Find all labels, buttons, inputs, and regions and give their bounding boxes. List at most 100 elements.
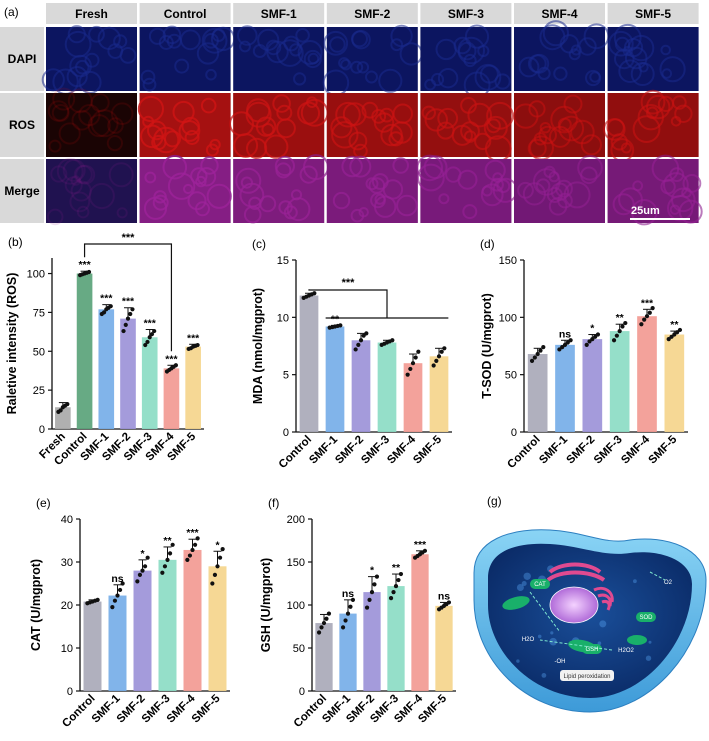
data-point [190,547,195,553]
bar [163,368,180,429]
data-point [364,605,370,610]
micrograph-tile [46,87,137,157]
tissue-texture [378,68,403,93]
data-point [108,304,113,309]
tissue-texture [46,208,64,226]
tissue-texture [437,68,459,89]
tissue-texture [618,187,643,213]
tissue-texture [618,59,642,83]
bar [664,334,685,432]
tissue-texture [563,94,583,114]
column-header: Control [164,7,207,21]
tissue-texture [75,164,96,185]
tissue-texture [142,77,157,92]
microscopy-panel: (a) Fresh Control SMF-1 SMF-2 SMF-3 SMF-4 SMF-… [0,3,703,226]
tissue-texture [674,104,693,124]
bar [120,318,136,429]
data-point [343,618,348,623]
panel-label: (e) [36,496,51,510]
data-point [675,330,680,335]
y-tick-label: 75 [33,307,45,319]
data-point [647,310,652,315]
tile-background [607,27,699,91]
bar [435,605,453,691]
tissue-texture [331,121,359,149]
tissue-texture [463,53,477,68]
micrograph-tile [233,25,325,91]
tissue-texture [632,115,661,144]
tissue-texture [90,109,119,138]
data-point [416,349,421,354]
bar [377,342,397,432]
bar [98,309,115,429]
cell-diagram: (g) CAT SOD GSH Lipid peroxidation -OH H2O O2 H… [473,494,707,713]
data-point [321,620,327,626]
data-point [86,269,92,275]
data-point [348,604,353,609]
tissue-texture [297,101,321,125]
bar [133,570,152,691]
tissue-texture [276,118,296,139]
pathway-arrow [529,591,561,633]
bar [315,623,333,691]
data-point [532,355,537,360]
column-header-bg [420,3,512,24]
tissue-texture [70,175,82,186]
tissue-texture [462,204,478,220]
panel-label: (b) [8,235,23,249]
data-point [145,339,150,345]
data-point [149,332,155,337]
column-header: SMF-4 [542,7,578,21]
tissue-texture [396,194,418,217]
bar [411,554,429,691]
tissue-texture [278,200,293,215]
data-point [568,338,573,343]
tissue-texture [110,102,134,125]
tissue-texture [56,157,84,185]
chart-d: (d) 0 50 100 150 T-SOD (U/mgprot) Control ns SMF… [480,237,688,471]
tissue-texture [437,107,459,129]
pathway-arrow [539,639,613,651]
bar [403,363,423,432]
tissue-texture [480,183,504,207]
column-header: SMF-2 [354,7,390,21]
tissue-texture [467,102,493,128]
tissue-texture [549,125,571,148]
data-point [560,345,565,350]
tissue-texture [390,24,413,48]
significance-label: ** [392,562,401,574]
golgi [593,586,614,611]
micrograph-tile [603,89,699,162]
bar [208,566,227,691]
data-point [145,555,150,560]
tissue-texture [390,38,404,52]
tissue-texture [474,132,492,150]
data-point [121,328,126,334]
tissue-texture [255,116,277,137]
tissue-texture [106,135,124,152]
y-tick-label: 30 [61,557,73,569]
data-point [167,551,173,556]
row-header: DAPI [8,52,37,66]
tissue-texture [69,191,91,213]
tissue-texture [608,30,634,57]
bar [325,326,345,432]
micrograph-tile [513,93,605,161]
vesicle [537,634,542,639]
significance-label: * [215,539,220,551]
tissue-texture [630,62,655,86]
data-point [669,334,674,339]
micrograph-tile [233,154,329,224]
data-point [644,314,650,319]
tissue-texture [246,137,268,159]
bar [185,346,201,429]
tissue-texture [84,52,100,68]
tissue-texture [266,40,289,64]
y-tick-label: 50 [505,370,517,382]
tissue-texture [235,167,262,194]
x-tick-label: SMF-5 [190,692,223,725]
tile-background [514,27,605,91]
row-header: Merge [4,184,40,198]
tissue-texture [174,58,190,74]
